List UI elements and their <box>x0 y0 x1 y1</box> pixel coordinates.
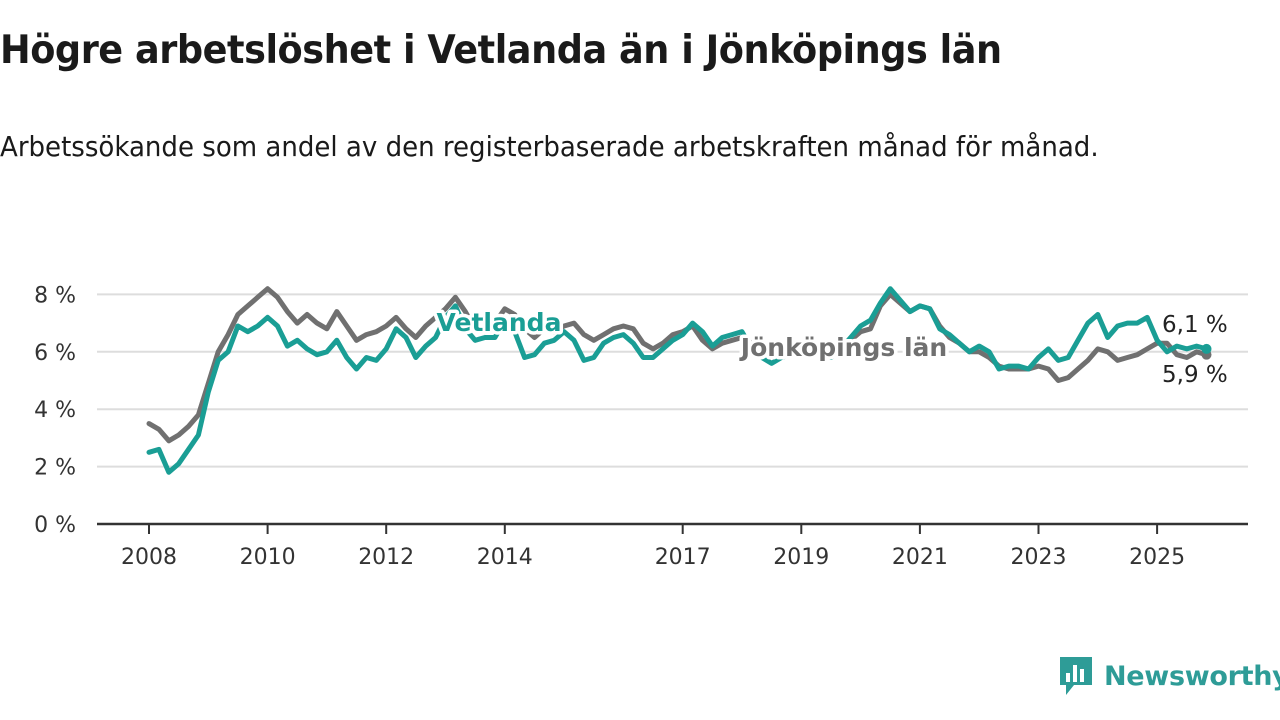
end-point-vetlanda <box>1201 343 1212 354</box>
end-value-labels: 6,1 % 5,9 % <box>1162 312 1228 388</box>
chart-subtitle: Arbetssökande som andel av den registerb… <box>0 130 1099 163</box>
y-tick-label: 6 % <box>34 341 76 366</box>
x-tick-label: 2010 <box>240 545 296 570</box>
x-tick-label: 2019 <box>773 545 829 570</box>
series-line-vetlanda <box>146 286 1209 475</box>
series-lines <box>146 286 1212 475</box>
chart-title: Högre arbetslöshet i Vetlanda än i Jönkö… <box>0 28 1002 73</box>
x-tick-label: 2012 <box>358 545 414 570</box>
series-label-jonkopings-lan: Jönköpings län <box>739 333 947 362</box>
x-tick-label: 2017 <box>655 545 711 570</box>
y-tick-label: 8 % <box>34 283 76 308</box>
y-tick-label: 4 % <box>34 398 76 423</box>
y-tick-label: 0 % <box>34 513 76 538</box>
x-tick-label: 2008 <box>121 545 177 570</box>
x-tick-label: 2023 <box>1011 545 1067 570</box>
brand-name: Newsworthy <box>1104 660 1280 692</box>
y-axis-tick-labels: 0 % 2 % 4 % 6 % 8 % <box>34 283 76 538</box>
x-tick-label: 2014 <box>477 545 533 570</box>
end-label-vetlanda: 6,1 % <box>1162 312 1228 338</box>
x-tick-label: 2021 <box>892 545 948 570</box>
y-tick-label: 2 % <box>34 456 76 481</box>
x-axis-tick-labels: 2008 2010 2012 2014 2017 2019 2021 2023 2025 <box>121 524 1185 570</box>
line-chart: 0 % 2 % 4 % 6 % 8 % 2008 2010 2012 2014 2017 2019… <box>34 283 1248 570</box>
series-label-vetlanda: Vetlanda <box>437 308 562 337</box>
x-tick-label: 2025 <box>1129 545 1185 570</box>
bar-chart-icon <box>1060 657 1092 695</box>
brand-logo: Newsworthy <box>1058 654 1280 698</box>
end-label-jonkopings-lan: 5,9 % <box>1162 362 1228 388</box>
grid-lines <box>97 293 1248 468</box>
series-labels: Jönköpings län Vetlanda <box>433 305 951 366</box>
series-line-jonkopings-lan <box>146 286 1209 444</box>
